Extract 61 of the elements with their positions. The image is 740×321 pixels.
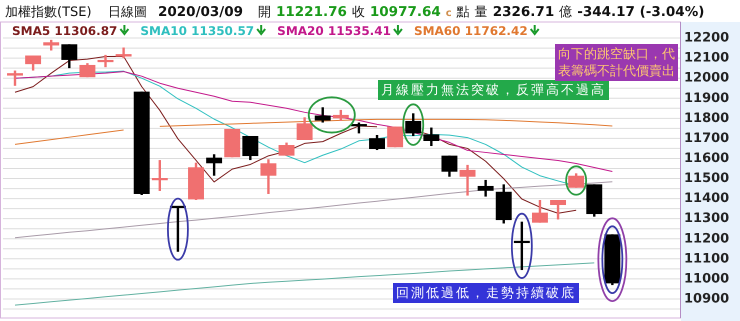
candlestick [387, 125, 404, 148]
candlestick [296, 116, 313, 142]
text: SMA60 11762.42 [414, 24, 528, 38]
chart-title: 加權指數(TSE) [5, 5, 92, 20]
y-tick-label: 11800 [684, 110, 730, 126]
text: -344.17 (-3.04%) [577, 4, 704, 20]
annotation: 月線壓力無法突破，反彈高不過高 [381, 82, 606, 98]
candlestick [369, 134, 385, 152]
y-tick-label: 11100 [684, 251, 730, 266]
candlestick [332, 108, 349, 122]
candlestick [152, 158, 168, 192]
text: 量 [474, 5, 488, 20]
chart-subtitle: 日線圖 [108, 5, 147, 20]
y-tick-label: 11400 [684, 191, 730, 206]
y-tick-label: 11700 [684, 130, 730, 146]
y-tick-label: 11900 [684, 90, 730, 106]
text: SMA10 11350.57 [140, 24, 254, 38]
candlestick [423, 126, 440, 148]
candlestick [25, 54, 42, 72]
candlestick [206, 153, 222, 177]
text: 11221.76 [276, 4, 347, 20]
y-tick-label: 12200 [684, 30, 730, 46]
text: SMA20 11535.41 [277, 24, 391, 38]
text: 收 [352, 5, 365, 20]
candlestick [242, 134, 258, 162]
y-tick-label: 11300 [684, 211, 730, 226]
annotation: 回測低過低，走勢持續破底 [396, 286, 576, 301]
text: 10977.64 [370, 4, 441, 20]
text: c [446, 8, 452, 19]
candlestick [278, 141, 294, 157]
y-tick-label: 12100 [684, 50, 730, 66]
candlestick [43, 38, 60, 52]
candlestick [441, 154, 458, 178]
candlestick [314, 106, 331, 124]
candlestick [550, 198, 566, 221]
candlestick [532, 198, 548, 224]
y-tick-label: 11000 [684, 271, 730, 286]
text: 億 [559, 5, 572, 20]
text: 2020/03/09 [158, 4, 244, 20]
text: 2326.71 [492, 4, 554, 20]
y-tick-label: 11500 [684, 171, 730, 186]
candlestick [405, 112, 422, 138]
candlestick [260, 158, 276, 196]
text: 開 [258, 5, 271, 20]
text: 點 [456, 5, 470, 20]
annotation: 向下的跳空缺口，代表籌碼不計代價賣出 [558, 47, 675, 79]
y-tick-label: 10900 [684, 291, 730, 306]
candlestick [116, 46, 132, 60]
candlestick [568, 172, 584, 189]
candlestick [61, 43, 78, 70]
candlestick [79, 62, 96, 78]
y-tick-label: 11200 [684, 231, 730, 246]
candlestick [514, 220, 530, 272]
y-tick-label: 12000 [684, 70, 730, 86]
y-tick-label: 11600 [684, 151, 730, 166]
candlestick [460, 164, 476, 197]
candlestick [7, 69, 23, 88]
candlestick [98, 54, 114, 68]
line-series [14, 262, 595, 306]
candlestick [478, 178, 494, 198]
series-label: SMA5 11306.87 [12, 24, 118, 38]
